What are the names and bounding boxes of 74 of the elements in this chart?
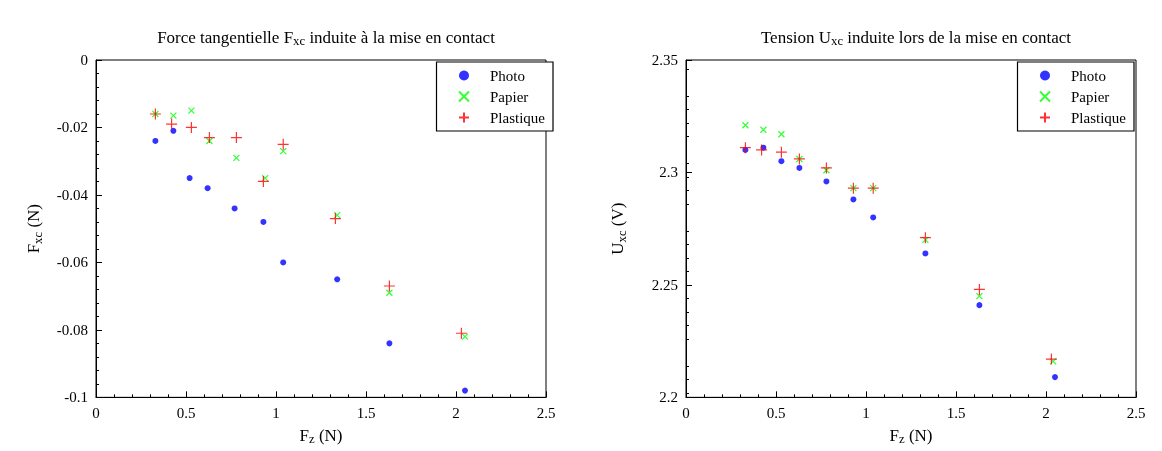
x-tick-label: 2.5 (536, 404, 556, 421)
point (455, 327, 468, 340)
x-tick-label: 2.5 (1126, 404, 1146, 421)
point (232, 154, 240, 162)
x-tick-label: 1.5 (356, 404, 376, 421)
point (461, 333, 469, 341)
y-tick-label: -0.1 (64, 389, 88, 406)
point (165, 118, 178, 131)
point (777, 130, 785, 138)
point (277, 138, 290, 151)
point (775, 146, 788, 159)
y-axis-title: Fxc (N) (24, 204, 45, 254)
point (462, 387, 468, 394)
x-tick-label: 2 (452, 404, 460, 421)
x-tick-label: 1 (862, 404, 870, 421)
point (1052, 374, 1058, 381)
point (823, 178, 830, 185)
x-tick-label: 0.5 (176, 404, 196, 421)
x-tick-label: 1.5 (946, 404, 966, 421)
point (975, 292, 983, 300)
point (204, 185, 211, 192)
point (280, 259, 287, 266)
point (230, 131, 243, 144)
x-tick-label: 0 (92, 404, 100, 421)
y-tick-label: -0.02 (56, 119, 88, 136)
legend-label: Photo (490, 67, 526, 84)
point (973, 283, 986, 296)
x-tick-label: 0 (682, 404, 690, 421)
y-tick-label: 2.35 (651, 52, 678, 68)
x-tick-label: 0.5 (766, 404, 786, 421)
point (820, 161, 833, 175)
y-tick-label: 2.25 (651, 276, 678, 293)
point (922, 250, 929, 257)
point (170, 127, 177, 134)
point (1045, 353, 1058, 366)
y-tick-label: 0 (80, 52, 88, 68)
point (205, 137, 213, 145)
point (329, 212, 342, 225)
y-tick-label: -0.04 (56, 186, 89, 203)
point (385, 289, 393, 297)
point (870, 214, 877, 221)
point (919, 231, 932, 244)
point (257, 175, 270, 188)
x-tick-label: 1 (272, 404, 280, 421)
legend-label: Plastique (1071, 109, 1127, 126)
point (383, 279, 396, 293)
point (796, 164, 803, 171)
point (976, 302, 983, 309)
point (231, 205, 238, 212)
point (334, 276, 341, 283)
y-tick-label: 2.3 (659, 164, 678, 181)
point (739, 141, 752, 154)
point (185, 121, 198, 134)
point (203, 131, 216, 144)
point (759, 126, 767, 134)
point (186, 175, 193, 182)
point (778, 158, 785, 165)
y-tick-label: -0.06 (56, 254, 89, 271)
x-tick-label: 2 (1042, 404, 1050, 421)
legend-label: Papier (1071, 88, 1110, 105)
point (261, 174, 269, 182)
y-axis-title: Uxc (V) (608, 202, 629, 255)
point (755, 143, 768, 157)
point (386, 340, 393, 347)
legend-label: Papier (490, 88, 529, 105)
point (279, 147, 287, 155)
point (152, 137, 159, 144)
legend-label: Plastique (490, 109, 546, 126)
y-tick-label: 2.2 (659, 389, 678, 406)
point (260, 218, 267, 225)
y-tick-label: -0.08 (56, 321, 88, 338)
point (850, 196, 857, 203)
point (741, 121, 749, 129)
legend-label: Photo (1071, 67, 1107, 84)
